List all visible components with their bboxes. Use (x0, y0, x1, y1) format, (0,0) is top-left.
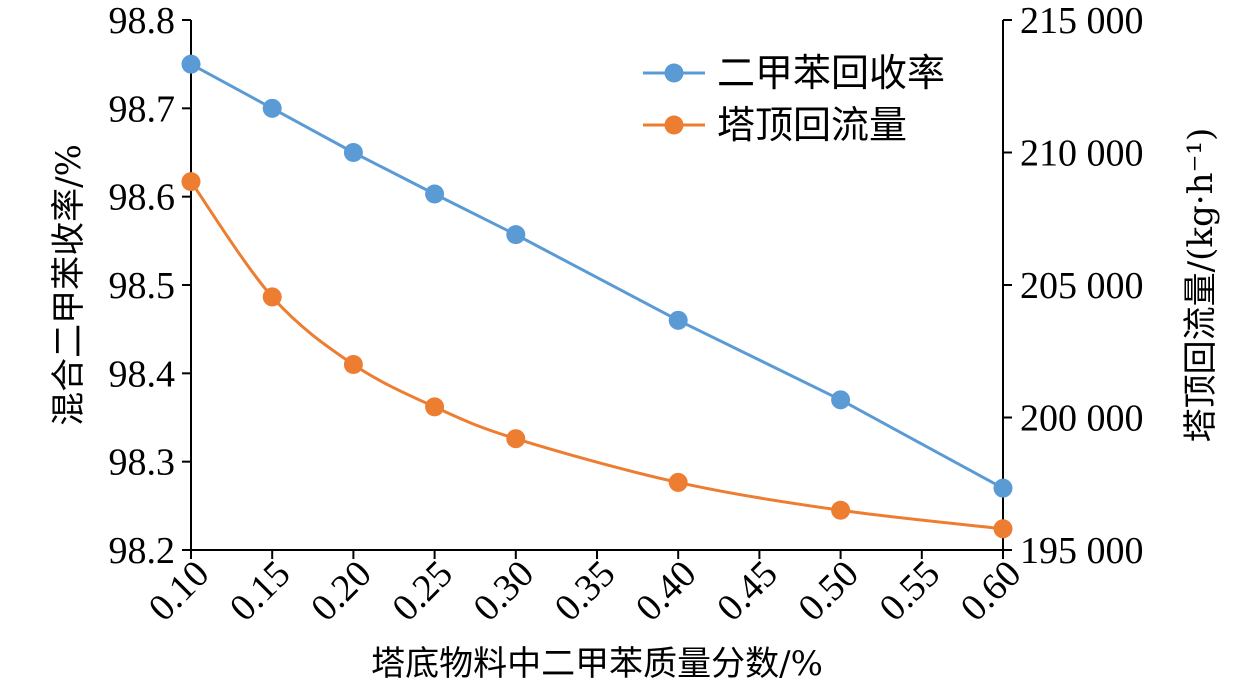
x-axis-title: 塔底物料中二甲苯质量分数/% (371, 644, 823, 684)
data-point (425, 184, 445, 204)
left-y-axis-title: 混合二甲苯收率/% (49, 144, 89, 426)
left-y-tick-label: 98.8 (109, 0, 176, 42)
data-point (425, 397, 445, 417)
data-point (181, 172, 201, 192)
series-line-1 (190, 62, 1004, 490)
left-y-tick-label: 98.4 (109, 353, 176, 395)
data-point (343, 143, 363, 162)
data-point (831, 500, 851, 520)
x-tick-label: 0.30 (465, 553, 542, 630)
left-y-tick-label: 98.2 (109, 530, 176, 572)
legend-label: 二甲苯回收率 (717, 51, 945, 95)
legend-marker (664, 63, 684, 83)
right-y-tick-label: 210 000 (1020, 133, 1144, 175)
right-y-tick-label: 195 000 (1020, 530, 1144, 572)
data-point (262, 287, 282, 307)
left-y-tick-label: 98.3 (109, 442, 176, 484)
right-y-axis-title: 塔顶回流量/(kg·h⁻¹) (1181, 128, 1221, 443)
x-tick-label: 0.25 (384, 553, 461, 630)
legend-marker (664, 115, 684, 135)
series-line-2 (189, 180, 1004, 531)
right-y-tick-label: 200 000 (1020, 398, 1144, 440)
data-point (506, 225, 526, 245)
data-point (668, 472, 688, 492)
left-y-tick-label: 98.7 (109, 88, 176, 130)
legend-label: 塔顶回流量 (717, 103, 907, 147)
data-point (668, 310, 688, 330)
x-tick-label: 0.40 (628, 553, 705, 630)
data-point (343, 355, 363, 374)
data-point (993, 519, 1013, 539)
data-point (506, 429, 526, 449)
x-tick-label: 0.20 (303, 553, 380, 630)
data-point (993, 478, 1013, 498)
left-y-tick-label: 98.6 (109, 177, 176, 219)
x-tick-label: 0.45 (709, 553, 786, 630)
x-tick-label: 0.35 (547, 553, 624, 630)
right-y-tick-label: 205 000 (1020, 265, 1144, 307)
data-point (831, 390, 851, 410)
series-marks (181, 54, 1013, 539)
x-tick-label: 0.55 (871, 553, 948, 630)
x-tick-label: 0.50 (790, 553, 867, 630)
axes: 98.2 98.3 98.4 98.5 98.6 98.7 98.8 195 000 200 0… (109, 0, 1144, 629)
right-y-tick-label: 215 000 (1020, 0, 1144, 42)
left-y-tick-label: 98.5 (109, 265, 176, 307)
data-point (181, 54, 201, 74)
data-point (262, 98, 282, 118)
x-tick-label: 0.15 (222, 553, 299, 630)
x-tick-label: 0.60 (953, 553, 1030, 630)
